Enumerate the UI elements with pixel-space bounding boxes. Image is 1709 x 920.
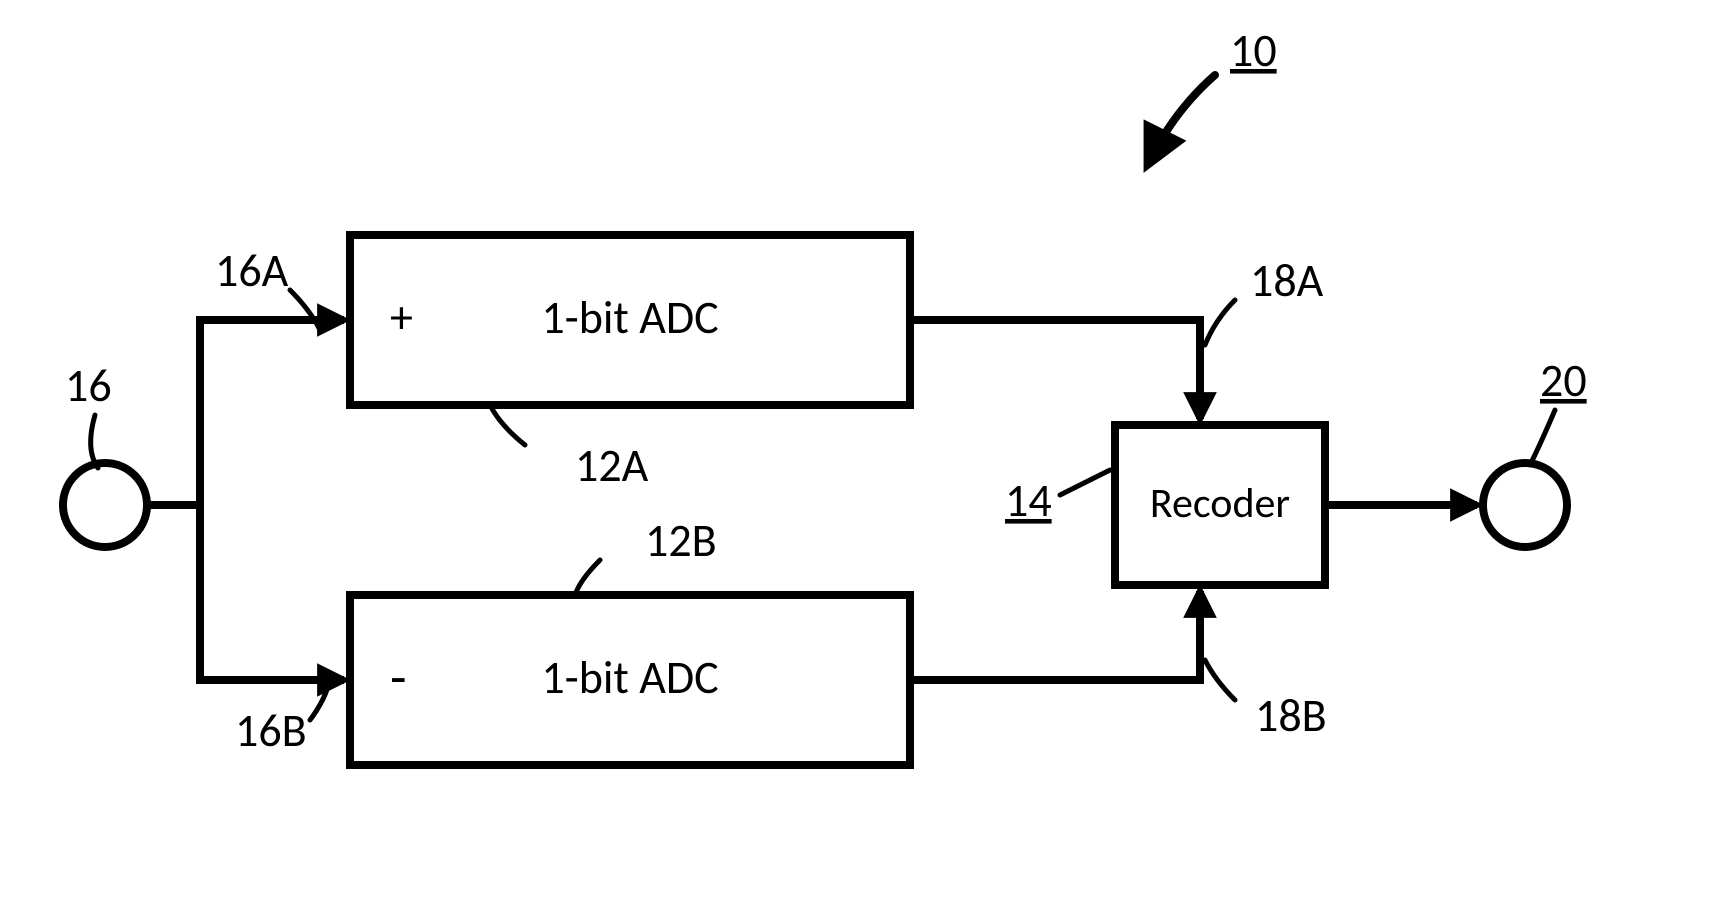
label-rec: 14 <box>1005 473 1052 529</box>
wire-16B <box>200 505 344 680</box>
label-outA: 18A <box>1250 253 1324 309</box>
label-in: 16 <box>65 358 112 414</box>
wire-18A <box>910 320 1200 419</box>
leader-fig <box>1150 75 1215 160</box>
adc-neg-sign: - <box>390 644 407 710</box>
label-fig: 10 <box>1230 23 1277 79</box>
leader-20 <box>1530 410 1555 465</box>
label-adcB: 12B <box>645 513 717 569</box>
leader-18B <box>1205 660 1235 700</box>
wire-18B <box>910 591 1200 680</box>
port-output <box>1483 463 1567 547</box>
leader-14 <box>1060 470 1110 495</box>
adc-pos-sign: + <box>390 290 413 346</box>
label-inA: 16A <box>215 243 289 299</box>
adc-pos-label: 1-bit ADC <box>541 290 718 346</box>
leader-12B <box>575 560 600 595</box>
leader-16B <box>310 680 330 720</box>
wire-16A <box>200 320 344 505</box>
adc-neg-label: 1-bit ADC <box>541 650 718 706</box>
label-out: 20 <box>1540 353 1587 409</box>
port-input <box>63 463 147 547</box>
label-adcA: 12A <box>575 438 649 494</box>
leader-18A <box>1205 300 1235 345</box>
label-inB: 16B <box>235 703 307 759</box>
recoder-label: Recoder <box>1150 478 1290 529</box>
label-outB: 18B <box>1255 688 1327 744</box>
leader-12A <box>490 405 525 445</box>
